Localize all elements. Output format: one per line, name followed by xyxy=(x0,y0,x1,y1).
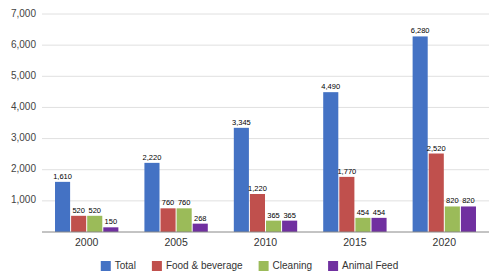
bar xyxy=(461,206,476,232)
data-label: 3,345 xyxy=(232,118,251,127)
bar xyxy=(266,221,281,232)
legend-swatch xyxy=(259,261,269,271)
data-label: 4,490 xyxy=(321,82,340,91)
data-label: 6,280 xyxy=(411,26,430,35)
legend-item: Total xyxy=(101,260,136,271)
y-tick-label: 3,000 xyxy=(11,132,36,143)
data-label: 454 xyxy=(357,208,370,217)
legend-swatch xyxy=(101,261,111,271)
data-label: 454 xyxy=(373,208,386,217)
x-tick-label: 2020 xyxy=(433,236,457,248)
bar xyxy=(445,206,460,232)
data-labels: 1,610 2,220 3,345 4,490 6,280 520 760 1,220 1,77… xyxy=(53,26,475,226)
legend-item: Animal Feed xyxy=(328,260,398,271)
y-tick-label: 1,000 xyxy=(11,194,36,205)
data-label: 1,770 xyxy=(337,167,356,176)
data-label: 365 xyxy=(283,211,296,220)
legend-swatch xyxy=(152,261,162,271)
data-label: 1,220 xyxy=(248,184,267,193)
legend-label: Animal Feed xyxy=(342,260,398,271)
bar xyxy=(71,216,86,232)
y-tick-label: 6,000 xyxy=(11,39,36,50)
chart-container: 1,000 2,000 3,000 4,000 5,000 6,000 7,000 1,610… xyxy=(0,0,499,280)
bar xyxy=(144,163,159,232)
bar xyxy=(323,92,338,232)
data-label: 268 xyxy=(194,214,207,223)
legend-item: Cleaning xyxy=(259,260,312,271)
chart-svg: 1,000 2,000 3,000 4,000 5,000 6,000 7,000 1,610… xyxy=(0,0,499,280)
bar xyxy=(371,218,386,232)
data-label: 520 xyxy=(88,206,101,215)
bar xyxy=(413,36,428,232)
data-label: 820 xyxy=(462,196,475,205)
bar xyxy=(429,154,444,232)
y-tick-label: 5,000 xyxy=(11,70,36,81)
y-tick-label: 7,000 xyxy=(11,8,36,19)
x-tick-label: 2000 xyxy=(75,236,99,248)
grid-line xyxy=(42,14,489,15)
legend-label: Cleaning xyxy=(273,260,312,271)
bar xyxy=(87,216,102,232)
bar xyxy=(55,182,70,232)
bar xyxy=(103,227,118,232)
data-label: 2,220 xyxy=(143,153,162,162)
data-label: 820 xyxy=(446,196,459,205)
y-tick-label: 4,000 xyxy=(11,101,36,112)
x-tick-label: 2015 xyxy=(343,236,367,248)
bars xyxy=(55,36,476,232)
data-label: 365 xyxy=(267,211,280,220)
bar xyxy=(161,208,176,232)
data-label: 520 xyxy=(72,206,85,215)
bar xyxy=(234,128,249,232)
data-label: 2,520 xyxy=(427,144,446,153)
bar xyxy=(355,218,370,232)
y-tick-label: 2,000 xyxy=(11,163,36,174)
x-axis-line xyxy=(42,232,489,233)
x-tick-label: 2010 xyxy=(254,236,278,248)
data-label: 150 xyxy=(105,217,118,226)
legend-swatch xyxy=(328,261,338,271)
bar xyxy=(250,194,265,232)
bar xyxy=(193,224,208,232)
data-label: 760 xyxy=(178,198,191,207)
bar xyxy=(177,208,192,232)
legend-label: Food & beverage xyxy=(166,260,243,271)
data-label: 1,610 xyxy=(53,172,72,181)
legend-item: Food & beverage xyxy=(152,260,243,271)
data-label: 760 xyxy=(162,198,175,207)
legend: Total Food & beverage Cleaning Animal Feed xyxy=(101,260,398,271)
legend-label: Total xyxy=(115,260,136,271)
bar xyxy=(339,177,354,232)
x-tick-label: 2005 xyxy=(164,236,188,248)
bar xyxy=(282,221,297,232)
